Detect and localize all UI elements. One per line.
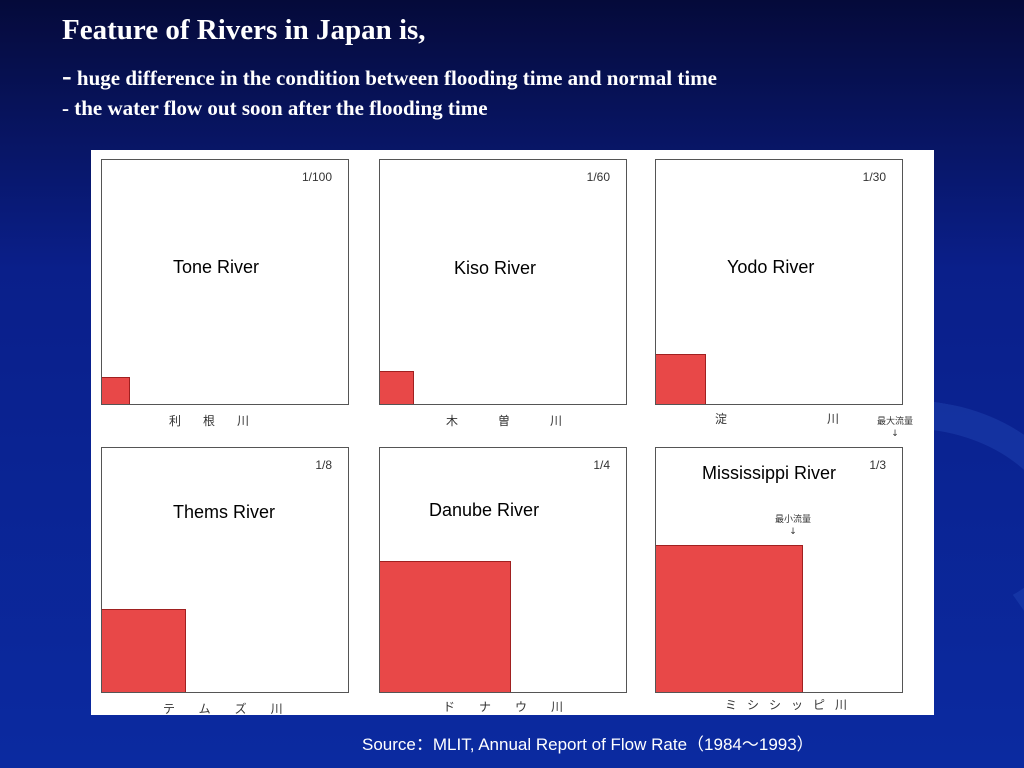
min-flow-square xyxy=(102,609,186,692)
max-flow-annotation: 最大流量 ↓ xyxy=(877,416,913,440)
cell-yodo: 1/30 xyxy=(655,159,903,405)
ratio-label: 1/8 xyxy=(315,458,332,472)
jp-label-danube: ドナウ川 xyxy=(443,700,588,714)
cell-tone: 1/100 xyxy=(101,159,349,405)
river-name-kiso: Kiso River xyxy=(454,258,537,278)
river-name-yodo: Yodo River xyxy=(727,257,815,277)
min-flow-square xyxy=(380,371,414,404)
min-flow-annotation: 最小流量 ↓ xyxy=(775,514,811,538)
source-citation: Source：MLIT, Annual Report of Flow Rate（… xyxy=(362,735,814,754)
river-name-thems: Thems River xyxy=(173,502,276,522)
cell-danube: 1/4 xyxy=(379,447,627,693)
flow-comparison-figure: 1/100 1/60 1/30 1/8 1/4 1/3 Tone River K… xyxy=(91,150,934,716)
min-flow-square xyxy=(102,377,130,404)
river-name-mississippi: Mississippi River xyxy=(702,463,837,483)
min-flow-label: 最小流量 xyxy=(775,515,812,525)
ratio-label: 1/100 xyxy=(301,170,332,184)
bullet-2: - the water flow out soon after the floo… xyxy=(62,96,488,120)
bullet-1: - huge difference in the condition betwe… xyxy=(62,60,717,93)
min-flow-square xyxy=(656,354,706,404)
ratio-label: 1/4 xyxy=(593,458,610,472)
cell-thems: 1/8 xyxy=(101,447,349,693)
min-flow-square xyxy=(656,545,803,692)
jp-label-mississippi: ミシシッピ川 xyxy=(725,698,858,712)
river-name-tone: Tone River xyxy=(173,257,260,277)
bullet-1-dash: - xyxy=(62,60,72,92)
jp-label-kiso: 木曽川 xyxy=(446,414,603,428)
jp-label-tone: 利根川 xyxy=(169,414,272,428)
down-arrow-icon: ↓ xyxy=(891,429,899,439)
ratio-label: 1/30 xyxy=(862,170,886,184)
down-arrow-icon: ↓ xyxy=(789,527,797,537)
slide-title: Feature of Rivers in Japan is, xyxy=(62,14,426,46)
jp-label-thems: テムズ川 xyxy=(163,702,307,716)
cell-mississippi: 1/3 xyxy=(655,447,903,693)
bullet-1-text: huge difference in the condition between… xyxy=(76,66,718,90)
ratio-label: 1/60 xyxy=(586,170,610,184)
jp-label-yodo: 淀川 xyxy=(715,412,940,426)
river-name-danube: Danube River xyxy=(429,500,540,520)
min-flow-square xyxy=(380,561,511,692)
max-flow-label: 最大流量 xyxy=(877,417,914,427)
cell-kiso: 1/60 xyxy=(379,159,627,405)
ratio-label: 1/3 xyxy=(869,458,886,472)
